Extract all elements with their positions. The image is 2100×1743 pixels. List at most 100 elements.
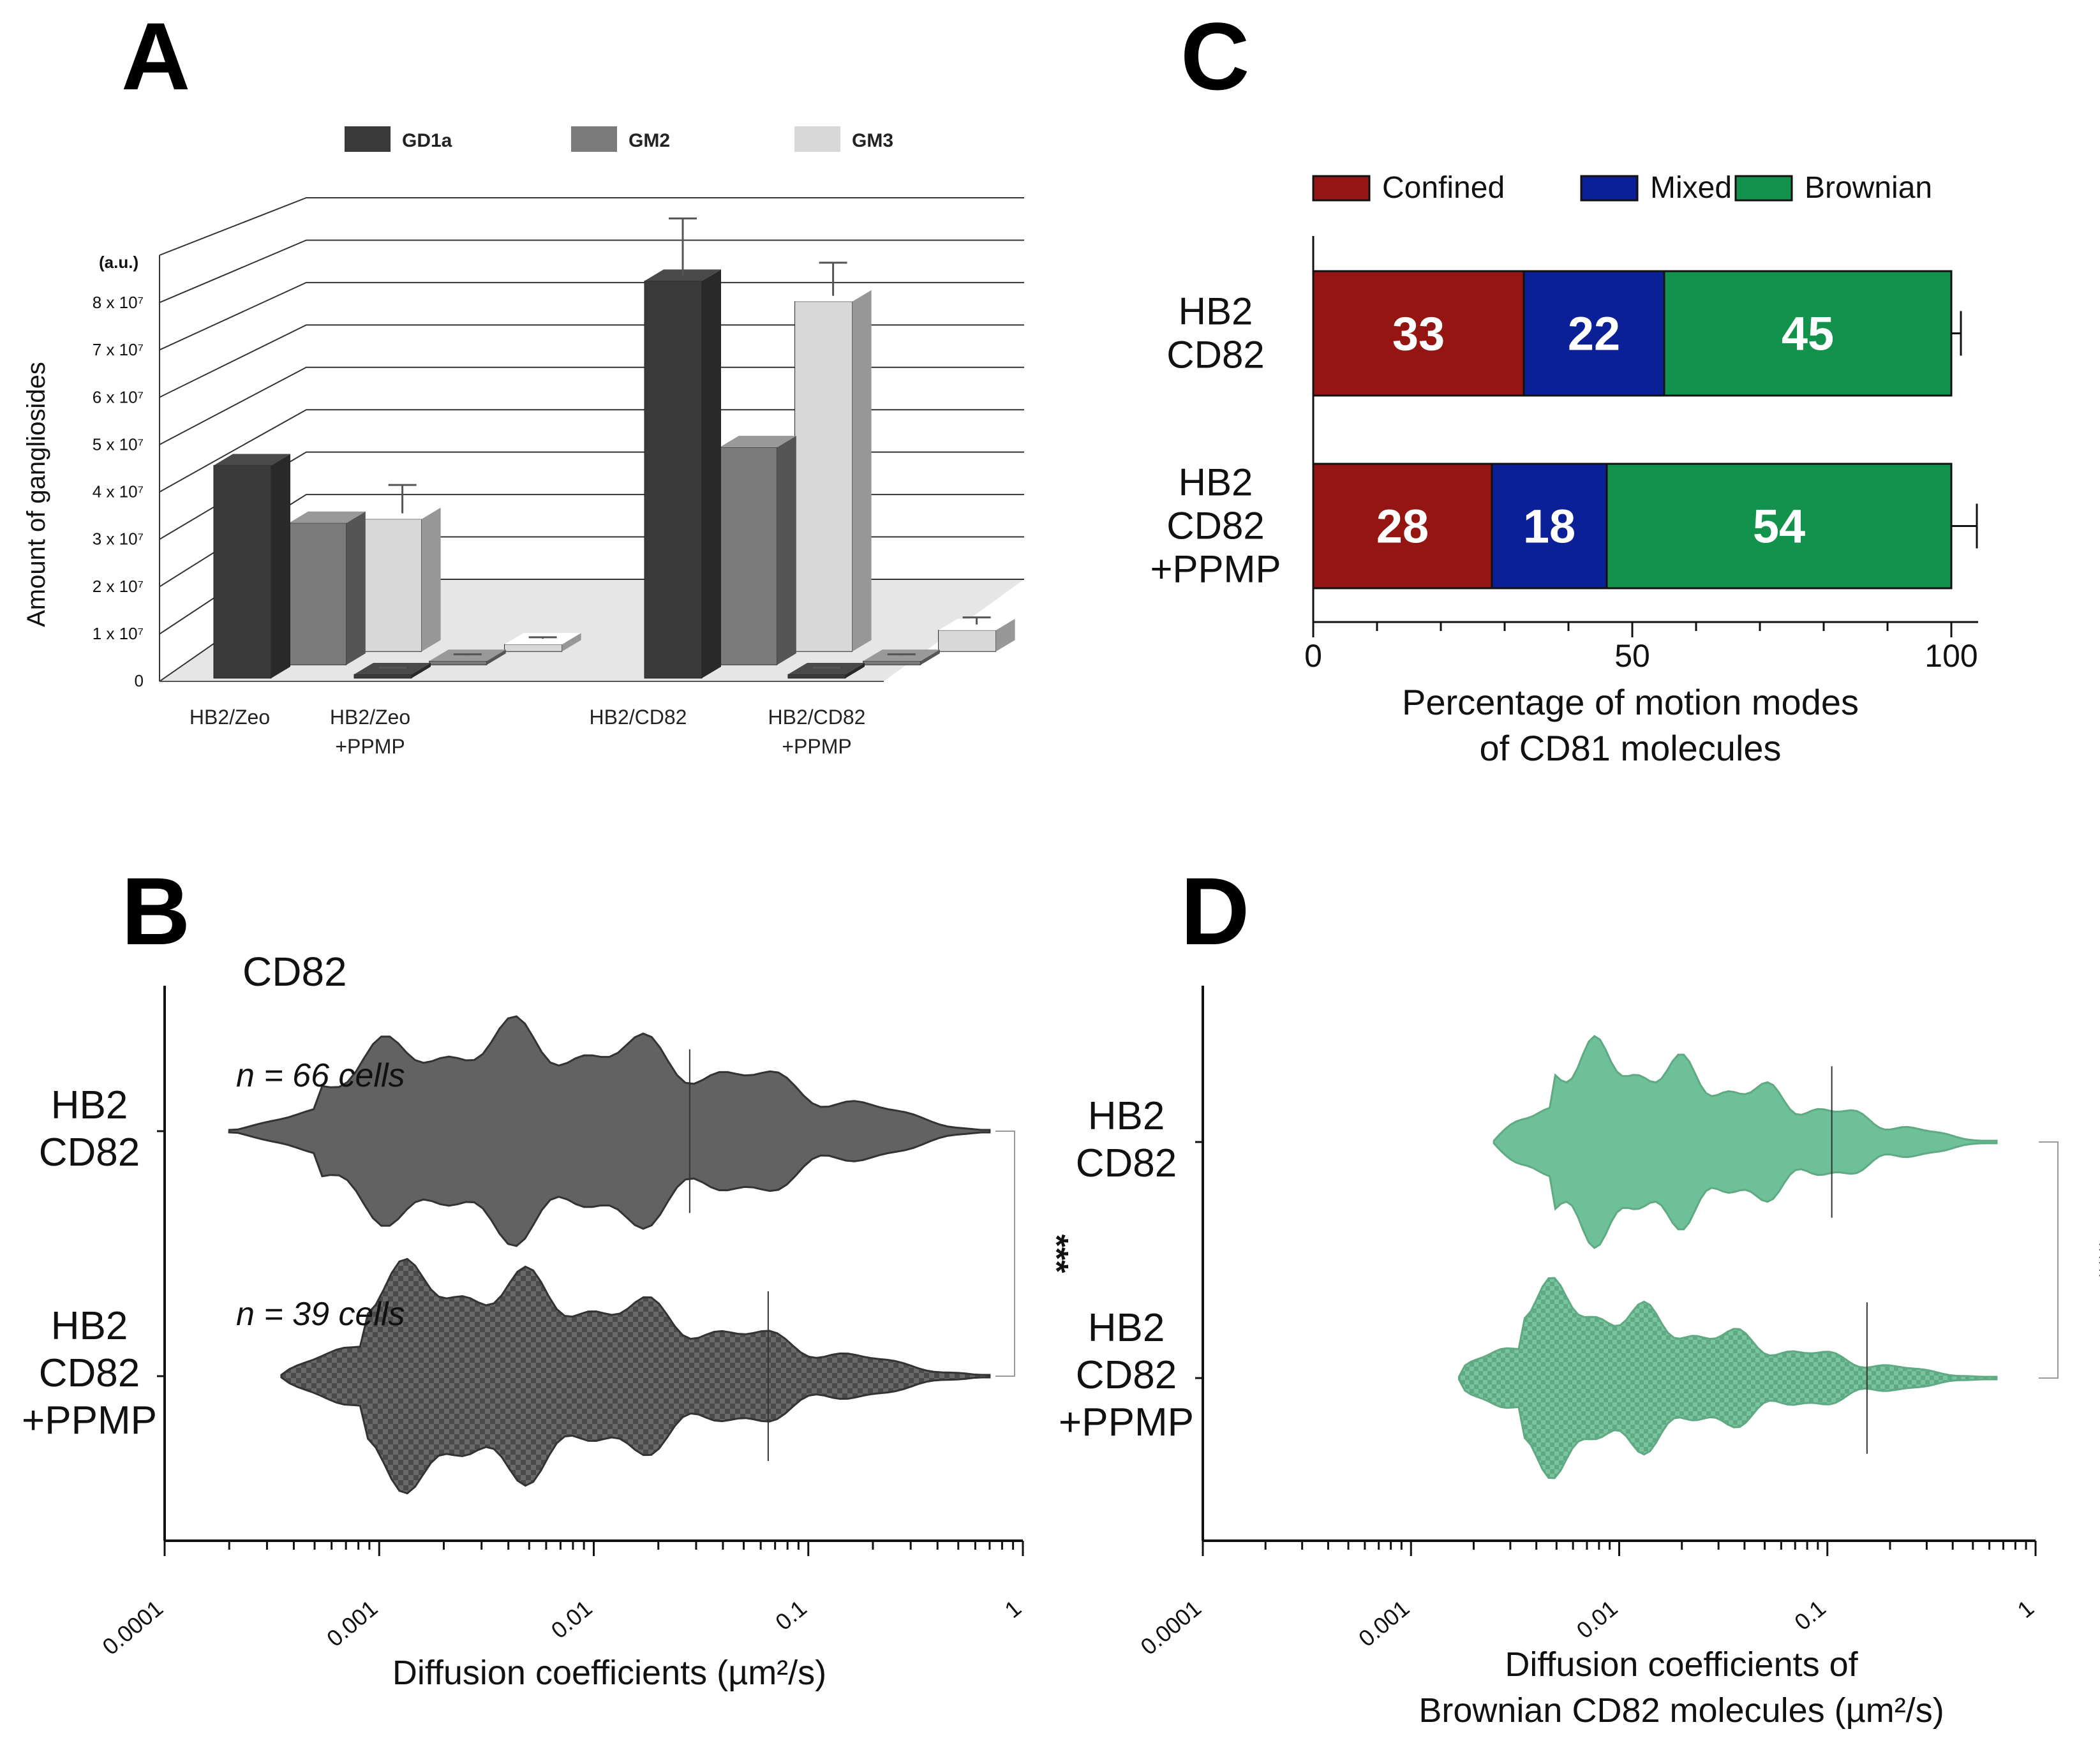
x-tick-label: 0.1 — [1789, 1595, 1831, 1636]
y-tick-label: 2 x 10⁷ — [93, 577, 144, 596]
x-tick-label: 1 — [999, 1595, 1026, 1623]
bar-gm2 — [429, 660, 488, 665]
category-label: +PPMP — [22, 1398, 157, 1443]
y-tick-label: 7 x 10⁷ — [93, 340, 144, 359]
violin-shape — [228, 1015, 991, 1247]
category-label: +PPMP — [1059, 1400, 1194, 1444]
y-tick-label: 4 x 10⁷ — [93, 482, 144, 501]
x-axis-label: Percentage of motion modes — [1402, 682, 1859, 722]
x-tick-label: 0.0001 — [1135, 1595, 1206, 1660]
panel-letter-d: D — [1180, 857, 1249, 965]
significance-bracket — [2039, 1141, 2059, 1379]
bar-gd1a — [213, 464, 272, 679]
violin-shape — [1493, 1035, 1998, 1249]
x-tick-label: 50 — [1614, 638, 1650, 674]
category-label: HB2/Zeo — [330, 706, 410, 729]
legend-label: Brownian — [1805, 171, 1932, 205]
bar-gm3 — [504, 644, 563, 652]
bar-side — [852, 290, 872, 652]
grid-line — [159, 409, 1024, 493]
x-axis-label: Diffusion coefficients (µm²/s) — [392, 1654, 826, 1692]
x-tick-label: 0.0001 — [97, 1595, 168, 1660]
bar-top — [288, 511, 366, 523]
category-label: HB2/Zeo — [190, 706, 270, 729]
bar-confined — [1312, 463, 1493, 590]
bar-gd1a — [354, 674, 412, 679]
significance-label: *** — [2081, 1241, 2100, 1280]
panel-d-chart: 0.0001 0.001 0.01 0.1 1 Diffusion coefficient… — [1059, 986, 2100, 1730]
data-label: 54 — [1753, 500, 1805, 553]
legend-label: GM3 — [852, 130, 893, 151]
panel-a-chart: 0 1 x 10⁷ 2 x 10⁷ 3 x 10⁷ 4 x 10⁷ 5 x 10⁷ 6 x … — [22, 126, 1024, 758]
category-label: HB2 — [1179, 461, 1253, 504]
x-axis-label: of CD81 molecules — [1479, 728, 1781, 768]
category-label: HB2 — [51, 1083, 128, 1127]
significance-label: *** — [1038, 1235, 1075, 1273]
category-label: CD82 — [1166, 505, 1264, 547]
panel-title: CD82 — [242, 949, 347, 995]
bar-side — [412, 663, 431, 678]
category-label: +PPMP — [1150, 548, 1281, 591]
grid-line — [159, 239, 1024, 304]
legend-label: Confined — [1382, 171, 1505, 205]
data-label: 22 — [1568, 308, 1620, 360]
grid-line — [159, 324, 1024, 398]
data-label: 28 — [1376, 500, 1429, 553]
x-axis-label: Diffusion coefficients of — [1505, 1645, 1858, 1684]
x-tick-label: 100 — [1925, 638, 1977, 674]
category-label: HB2/CD82 — [768, 706, 866, 729]
legend-label: GD1a — [402, 130, 452, 151]
bar-side — [562, 633, 581, 652]
legend-swatch — [345, 126, 391, 152]
y-tick-label: 0 — [135, 671, 144, 690]
x-tick-label: 0.01 — [546, 1595, 597, 1643]
category-label: HB2 — [1088, 1306, 1165, 1350]
x-axis-label: Brownian CD82 molecules (µm²/s) — [1419, 1691, 1944, 1730]
bar-gm3 — [364, 519, 422, 652]
x-tick-label: 0.001 — [1353, 1595, 1414, 1652]
bar-side — [486, 649, 506, 665]
bar-brownian — [1663, 270, 1953, 397]
panel-letter-b: B — [121, 857, 190, 965]
legend-swatch — [1580, 175, 1639, 202]
grid-line — [159, 281, 1024, 351]
n-annotation: n = 66 cells — [236, 1057, 405, 1094]
bar-mixed — [1523, 270, 1665, 397]
bar-gm2 — [719, 447, 778, 665]
category-label: CD82 — [1166, 334, 1264, 376]
bar-side — [702, 269, 721, 679]
violin-shape — [280, 1257, 991, 1495]
category-label: HB2 — [1179, 290, 1253, 333]
legend-swatch — [1734, 175, 1793, 202]
data-label: 18 — [1523, 500, 1575, 553]
bar-confined — [1312, 270, 1525, 397]
category-label: HB2 — [1088, 1094, 1165, 1138]
legend-swatch — [571, 126, 617, 152]
category-label: HB2 — [51, 1304, 128, 1348]
legend-label: GM2 — [629, 130, 670, 151]
panel-b-chart: CD82 0.0001 0.001 0.01 0.1 1 Diffusion coeffic… — [22, 949, 1075, 1692]
legend-swatch — [1312, 175, 1371, 202]
category-label: +PPMP — [335, 735, 405, 758]
bar-side — [845, 663, 865, 678]
panel-letter-c: C — [1180, 3, 1249, 110]
significance-bracket — [995, 1131, 1015, 1377]
bar-side — [995, 618, 1015, 652]
legend-label: Mixed — [1650, 171, 1732, 205]
bar-top — [214, 454, 290, 466]
category-label: CD82 — [1076, 1141, 1177, 1185]
y-unit-label: (a.u.) — [99, 253, 138, 272]
x-tick-label: 0 — [1304, 638, 1322, 674]
category-label: CD82 — [1076, 1353, 1177, 1397]
bar-side — [346, 511, 366, 665]
bar-mixed — [1491, 463, 1608, 590]
bar-gm3 — [938, 630, 997, 652]
x-tick-label: 0.001 — [322, 1595, 382, 1652]
y-tick-label: 1 x 10⁷ — [93, 624, 144, 643]
category-label: +PPMP — [782, 735, 851, 758]
grid-line — [159, 366, 1024, 445]
bar-gm2 — [288, 523, 347, 665]
y-tick-label: 5 x 10⁷ — [93, 434, 144, 454]
bar-side — [920, 649, 940, 665]
